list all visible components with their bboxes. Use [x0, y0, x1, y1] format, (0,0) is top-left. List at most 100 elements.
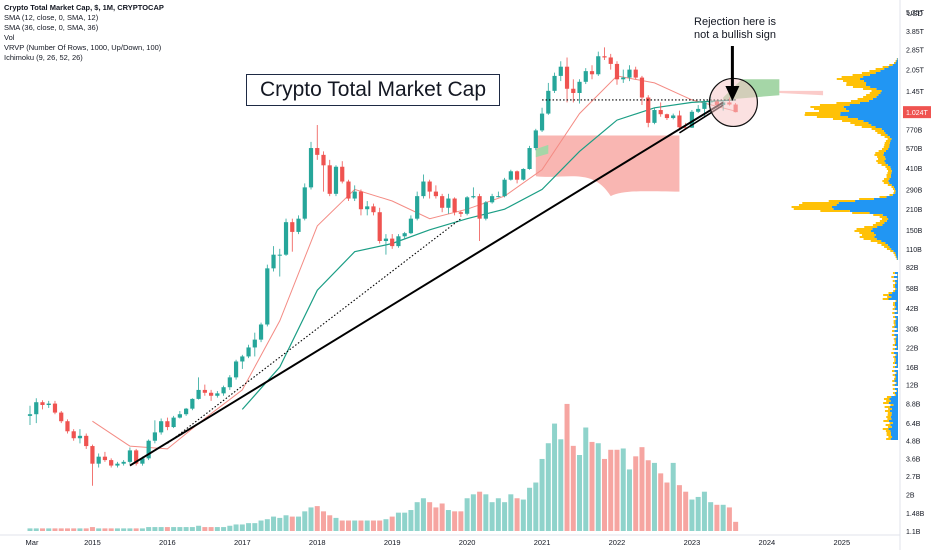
candle-body[interactable] — [577, 81, 582, 93]
candle-body[interactable] — [327, 165, 332, 194]
candle-body[interactable] — [483, 202, 488, 219]
legend-indicator-vol[interactable]: Vol — [4, 33, 15, 42]
candle-body[interactable] — [383, 238, 389, 242]
candle-body[interactable] — [377, 212, 382, 242]
rejection-note[interactable]: Rejection here is not a bullish sign — [672, 16, 798, 42]
candle-body[interactable] — [165, 421, 170, 428]
legend-indicator-sma12[interactable]: SMA (12, close, 0, SMA, 12) — [4, 13, 99, 22]
candle-body[interactable] — [427, 181, 432, 192]
candle-body[interactable] — [602, 56, 607, 58]
candle-body[interactable] — [571, 88, 576, 93]
candle-body[interactable] — [134, 450, 139, 464]
candle-body[interactable] — [521, 168, 526, 180]
candle-body[interactable] — [421, 181, 426, 197]
candle-body[interactable] — [177, 414, 182, 418]
candle-body[interactable] — [233, 361, 239, 378]
candle-body[interactable] — [408, 218, 414, 234]
candle-body[interactable] — [252, 339, 257, 348]
candle-body[interactable] — [308, 148, 314, 188]
candle-body[interactable] — [321, 154, 326, 166]
candle-body[interactable] — [109, 460, 114, 466]
candle-body[interactable] — [390, 238, 395, 247]
legend-indicator-vrvp[interactable]: VRVP (Number Of Rows, 1000, Up/Down, 100… — [4, 43, 162, 52]
candle-body[interactable] — [471, 196, 476, 198]
candle-body[interactable] — [271, 254, 276, 269]
candle-body[interactable] — [477, 196, 482, 219]
candles[interactable] — [27, 47, 738, 486]
candle-body[interactable] — [65, 421, 70, 432]
candle-body[interactable] — [490, 196, 495, 203]
candle-body[interactable] — [696, 108, 701, 112]
candle-body[interactable] — [340, 166, 345, 182]
time-axis[interactable]: Mar 2015 2016 2017 2018 2019 2020 2021 2022 2023 2… — [0, 534, 900, 547]
candle-body[interactable] — [496, 196, 501, 198]
candle-body[interactable] — [539, 113, 545, 131]
candle-body[interactable] — [46, 403, 51, 406]
candle-body[interactable] — [502, 179, 507, 197]
candle-body[interactable] — [52, 403, 58, 413]
candle-body[interactable] — [115, 463, 120, 466]
candle-body[interactable] — [533, 130, 538, 149]
candle-body[interactable] — [596, 56, 601, 75]
candle-body[interactable] — [258, 324, 264, 340]
candle-body[interactable] — [614, 63, 620, 80]
candle-body[interactable] — [583, 71, 588, 82]
candle-body[interactable] — [84, 435, 89, 447]
candle-body[interactable] — [190, 398, 195, 409]
candle-body[interactable] — [652, 110, 657, 123]
candle-body[interactable] — [246, 347, 251, 357]
candle-body[interactable] — [671, 115, 676, 119]
candle-body[interactable] — [458, 212, 463, 214]
candle-body[interactable] — [146, 440, 151, 459]
candle-body[interactable] — [639, 77, 645, 98]
candle-body[interactable] — [159, 421, 164, 433]
candle-body[interactable] — [627, 69, 632, 78]
chart-title-annotation[interactable]: Crypto Total Market Cap — [246, 74, 500, 106]
candle-body[interactable] — [440, 196, 445, 208]
candle-body[interactable] — [140, 458, 145, 464]
candle-body[interactable] — [315, 148, 320, 155]
candle-body[interactable] — [34, 402, 39, 415]
candle-body[interactable] — [402, 233, 407, 237]
candle-body[interactable] — [658, 110, 663, 115]
candle-body[interactable] — [664, 114, 670, 119]
candle-body[interactable] — [365, 206, 370, 210]
candle-body[interactable] — [546, 90, 551, 114]
candle-body[interactable] — [396, 236, 401, 247]
candle-body[interactable] — [552, 75, 557, 91]
candle-body[interactable] — [371, 206, 376, 213]
candle-body[interactable] — [433, 191, 438, 197]
candle-body[interactable] — [196, 389, 201, 399]
support-trendline[interactable] — [129, 101, 724, 467]
candle-body[interactable] — [208, 392, 214, 396]
candle-body[interactable] — [171, 417, 176, 428]
candle-body[interactable] — [215, 393, 220, 396]
candle-body[interactable] — [508, 171, 513, 180]
candle-body[interactable] — [71, 431, 76, 439]
candle-body[interactable] — [290, 222, 295, 232]
legend-indicator-sma36[interactable]: SMA (36, close, 0, SMA, 36) — [4, 23, 99, 32]
candle-body[interactable] — [589, 71, 595, 75]
candle-body[interactable] — [240, 356, 245, 362]
legend-indicator-ichimoku[interactable]: Ichimoku (9, 26, 52, 26) — [4, 53, 83, 62]
candle-body[interactable] — [702, 102, 707, 109]
candle-body[interactable] — [558, 66, 563, 76]
candle-body[interactable] — [352, 191, 357, 199]
candle-body[interactable] — [127, 450, 133, 462]
candle-body[interactable] — [608, 57, 613, 64]
candle-body[interactable] — [202, 389, 207, 393]
candle-body[interactable] — [633, 69, 638, 78]
candle-body[interactable] — [621, 77, 626, 80]
candle-body[interactable] — [152, 432, 157, 441]
candle-body[interactable] — [77, 435, 83, 439]
candle-body[interactable] — [40, 402, 45, 406]
candle-body[interactable] — [302, 187, 307, 219]
candle-body[interactable] — [564, 66, 570, 89]
dotted-trendline[interactable] — [167, 218, 462, 444]
candle-body[interactable] — [683, 127, 688, 129]
candle-body[interactable] — [184, 408, 189, 415]
candle-body[interactable] — [646, 97, 651, 123]
candle-body[interactable] — [27, 414, 33, 416]
candle-body[interactable] — [283, 222, 289, 255]
